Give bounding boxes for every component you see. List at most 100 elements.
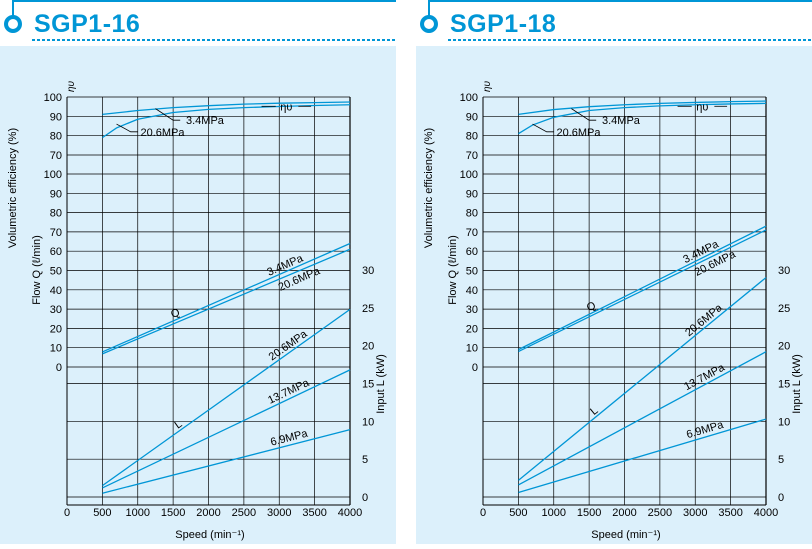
efficiency-tick-label: 90 [50,111,62,123]
flow-tick-label: 90 [466,188,478,200]
series-label: 3.4MPa [602,115,641,127]
input-curve [101,308,351,487]
x-tick-label: 2000 [612,507,636,519]
flow-curve [102,242,351,353]
chart-svg: 0 500 1000 1500 2000 2500 3000 3500 400070809010… [7,80,387,541]
input-tick-label: 0 [362,492,368,504]
flow-tick-label: 70 [466,227,478,239]
flow-tick-label: 30 [50,304,62,316]
input-tick-label: 30 [362,265,374,277]
flow-curve [102,248,351,355]
flow-tick-label: 90 [50,188,62,200]
efficiency-tick-label: 100 [460,92,478,104]
efficiency-axis-title: Volumetric efficiency (%) [7,128,19,248]
input-curve [102,429,351,494]
efficiency-tick-label: 70 [50,150,62,162]
flow-tick-label: 20 [50,323,62,335]
x-tick-label: 1000 [126,507,150,519]
flow-tick-label: 100 [460,169,478,181]
input-tick-label: 20 [778,341,790,353]
flow-tick-label: 50 [50,266,62,278]
flow-tick-label: 0 [472,362,478,374]
efficiency-tick-label: 80 [50,131,62,143]
x-tick-label: 0 [480,507,486,519]
x-tick-label: 2000 [196,507,220,519]
flow-tick-label: 60 [50,246,62,258]
series-label: 20.6MPa [140,127,185,139]
input-axis-title: Input L (kW) [791,354,803,414]
series-label: 6.9MPa [685,419,726,442]
flow-tick-label: 50 [466,266,478,278]
header-decoration [420,0,812,41]
x-tick-label: 4000 [338,507,362,519]
input-curve [518,351,767,486]
flow-tick-label: 60 [466,246,478,258]
input-tick-label: 15 [778,379,790,391]
input-tick-label: 25 [362,303,374,315]
flow-tick-label: 0 [56,362,62,374]
input-curve-label: L [172,418,184,431]
x-tick-label: 3000 [683,507,707,519]
input-tick-label: 5 [362,454,368,466]
input-curve [517,277,767,481]
efficiency-curve [518,100,767,116]
ring-icon [420,15,438,33]
input-axis-title: Input L (kW) [375,354,387,414]
efficiency-curve [518,102,767,135]
x-tick-label: 1500 [161,507,185,519]
efficiency-tick-label: 90 [466,111,478,123]
chart-area: 0 500 1000 1500 2000 2500 3000 3500 4000 70 80 90 10… [416,46,812,544]
flow-tick-label: 30 [466,304,478,316]
x-tick-label: 3000 [267,507,291,519]
leader-line [532,123,554,133]
flow-tick-label: 10 [50,343,62,355]
panel-header: SGP1-16 [0,0,396,44]
chart-panel-sgp1-16: SGP1-16 0 500 1000 1500 2000 2500 3000 3500 4000… [0,0,396,544]
x-axis-title: Speed (min⁻¹) [175,529,244,541]
chart-svg: 0 500 1000 1500 2000 2500 3000 3500 400070809010… [423,80,803,541]
series-label: 20.6MPa [556,127,601,139]
input-tick-label: 5 [778,454,784,466]
leader-line [155,108,181,121]
x-tick-label: 2500 [648,507,672,519]
chart-panel-sgp1-18: SGP1-18 0 500 1000 1500 2000 2500 3000 3500 4000… [416,0,812,544]
input-tick-label: 10 [778,416,790,428]
efficiency-tick-label: 80 [466,131,478,143]
flow-tick-label: 10 [466,343,478,355]
x-tick-label: 4000 [754,507,778,519]
efficiency-tick-label: 100 [44,92,62,104]
flow-axis-title: Flow Q (ℓ/min) [31,235,43,305]
header-decoration [4,0,396,41]
flow-curve-label: Q [585,299,598,314]
input-tick-label: 20 [362,341,374,353]
efficiency-curve [102,104,351,139]
efficiency-curve-label: ηυ [696,101,708,113]
flow-tick-label: 80 [466,208,478,220]
flow-tick-label: 100 [44,169,62,181]
x-axis-title: Speed (min⁻¹) [591,529,660,541]
x-tick-label: 3500 [718,507,742,519]
efficiency-curve [102,101,351,116]
input-tick-label: 0 [778,492,784,504]
chart-title: SGP1-16 [34,10,141,38]
series-label: 3.4MPa [186,115,225,127]
panel-header: SGP1-18 [416,0,812,44]
efficiency-curve-label: ηυ [280,101,292,113]
input-curve [102,369,351,489]
efficiency-tick-label: 70 [466,150,478,162]
series-label: 13.7MPa [682,361,727,393]
chart-title: SGP1-18 [450,10,557,38]
input-curve-label: L [588,405,600,418]
flow-axis-title: Flow Q (ℓ/min) [447,235,459,305]
leader-line [571,108,597,121]
flow-curve [518,225,767,351]
input-tick-label: 15 [362,379,374,391]
efficiency-axis-title: Volumetric efficiency (%) [423,128,435,248]
input-tick-label: 30 [778,265,790,277]
flow-curve-label: Q [169,306,182,321]
input-curve [518,418,767,494]
chart-area: 0 500 1000 1500 2000 2500 3000 3500 4000 70 80 90 10… [0,46,396,544]
x-tick-label: 2500 [232,507,256,519]
ring-icon [4,15,22,33]
leader-line [116,123,138,133]
